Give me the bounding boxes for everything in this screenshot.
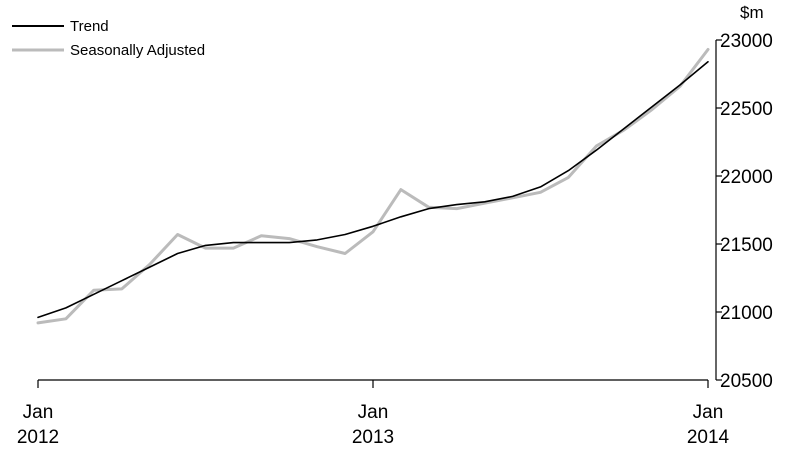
legend: Trend Seasonally Adjusted	[12, 18, 205, 59]
y-tick-label-23000: 23000	[720, 31, 773, 52]
y-tick-label-21500: 21500	[720, 235, 773, 256]
x-tick-label-month-1: Jan	[358, 402, 389, 423]
series-line-seasonally-adjusted	[36, 48, 710, 325]
x-tick-label-month-2: Jan	[693, 402, 724, 423]
y-tick-label-21000: 21000	[720, 303, 773, 324]
y-tick-label-22000: 22000	[720, 167, 773, 188]
y-ticks: 20500 21000 21500 22000 22500 23000	[716, 31, 773, 392]
series-layer	[36, 48, 710, 325]
series-line-trend	[37, 60, 709, 319]
x-tick-label-year-1: 2013	[352, 427, 394, 448]
y-tick-label-22500: 22500	[720, 99, 773, 120]
x-tick-label-month-0: Jan	[23, 402, 54, 423]
legend-label-seasonally-adjusted: Seasonally Adjusted	[70, 42, 205, 59]
x-ticks: Jan 2012 Jan 2013 Jan 2014	[17, 380, 730, 448]
x-tick-label-year-0: 2012	[17, 427, 59, 448]
y-tick-label-20500: 20500	[720, 371, 773, 392]
x-tick-label-year-2: 2014	[687, 427, 730, 448]
legend-label-trend: Trend	[70, 18, 109, 35]
y-axis-unit-label: $m	[740, 3, 764, 22]
